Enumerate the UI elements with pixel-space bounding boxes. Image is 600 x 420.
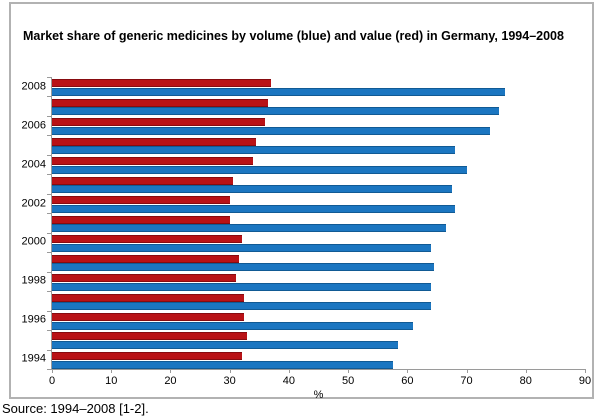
y-axis-category-tick xyxy=(47,77,52,78)
x-axis-tick-label-20: 20 xyxy=(164,375,177,387)
bar-row-2002: 2002 xyxy=(22,194,585,213)
y-axis-category-tick xyxy=(47,330,52,332)
x-axis-tick-90 xyxy=(585,369,586,373)
y-axis-category-tick xyxy=(47,193,52,195)
value-bar-red-2001 xyxy=(52,215,230,224)
x-axis-tick-30 xyxy=(229,369,231,373)
bar-rows-container: 2008 2006 2004 2002 2000 1998 1996 1994 xyxy=(22,77,585,369)
year-axis-label-2002: 2002 xyxy=(21,197,46,210)
volume-bar-blue-2007 xyxy=(52,107,500,116)
bar-row-2006: 2006 xyxy=(22,116,585,135)
y-axis-category-tick xyxy=(47,369,52,370)
x-axis-tick-60 xyxy=(407,369,409,373)
bar-row-2001 xyxy=(52,213,585,233)
year-axis-label-1998: 1998 xyxy=(21,274,46,287)
value-bar-red-1994 xyxy=(52,351,242,360)
y-axis-category-tick xyxy=(47,213,52,215)
y-axis-category-tick xyxy=(47,96,52,98)
bar-row-1998: 1998 xyxy=(22,272,585,291)
value-bar-red-1995 xyxy=(52,332,248,341)
volume-bar-blue-1997 xyxy=(52,302,432,311)
value-bar-red-2000 xyxy=(52,235,242,244)
y-axis-category-tick xyxy=(47,349,52,351)
year-axis-label-1994: 1994 xyxy=(21,352,46,365)
bar-row-2004: 2004 xyxy=(22,155,585,174)
bar-row-2008: 2008 xyxy=(22,77,585,96)
value-bar-red-2006 xyxy=(52,118,266,127)
x-axis-tick-label-40: 40 xyxy=(282,375,295,387)
volume-bar-blue-1994 xyxy=(52,360,393,369)
x-axis-tick-label-10: 10 xyxy=(105,375,118,387)
x-axis-tick-70 xyxy=(466,369,468,373)
x-axis-tick-label-30: 30 xyxy=(223,375,236,387)
volume-bar-blue-2008 xyxy=(52,88,506,96)
bar-row-1996: 1996 xyxy=(22,311,585,330)
volume-bar-blue-2003 xyxy=(52,185,452,194)
bar-row-1999 xyxy=(52,252,585,272)
volume-bar-blue-2001 xyxy=(52,224,446,233)
x-axis-tick-40 xyxy=(288,369,290,373)
volume-bar-blue-2000 xyxy=(52,243,432,252)
value-bar-red-2008 xyxy=(52,79,272,88)
x-axis-tick-label-60: 60 xyxy=(401,375,414,387)
value-bar-red-1996 xyxy=(52,313,245,322)
volume-bar-blue-1996 xyxy=(52,321,414,330)
year-axis-label-2004: 2004 xyxy=(21,158,46,171)
y-axis-category-tick xyxy=(47,291,52,293)
value-bar-red-2004 xyxy=(52,157,254,166)
value-bar-red-1997 xyxy=(52,293,245,302)
bar-row-2005 xyxy=(52,135,585,155)
y-axis-category-tick xyxy=(47,135,52,137)
volume-bar-blue-2004 xyxy=(52,165,467,174)
y-axis-category-tick xyxy=(47,252,52,254)
x-axis-unit-label: % xyxy=(313,389,324,401)
x-axis-tick-10 xyxy=(111,369,113,373)
value-bar-red-2003 xyxy=(52,176,233,185)
y-axis-category-tick xyxy=(47,115,52,117)
bar-row-1994: 1994 xyxy=(22,350,585,369)
volume-bar-blue-1999 xyxy=(52,263,434,272)
x-axis-tick-0 xyxy=(52,369,53,373)
value-bar-red-1999 xyxy=(52,254,239,263)
value-bar-red-2007 xyxy=(52,98,269,107)
bar-row-2003 xyxy=(52,174,585,194)
source-note: Source: 1994–2008 [1-2]. xyxy=(2,401,149,416)
y-axis-category-tick xyxy=(47,310,52,312)
volume-bar-blue-1995 xyxy=(52,341,399,350)
volume-bar-blue-2006 xyxy=(52,126,491,135)
value-bar-red-2005 xyxy=(52,137,257,146)
x-axis-tick-label-90: 90 xyxy=(578,375,592,387)
bar-row-1995 xyxy=(52,330,585,350)
volume-bar-blue-2002 xyxy=(52,204,455,213)
x-axis-tick-80 xyxy=(525,369,527,373)
year-axis-label-2008: 2008 xyxy=(21,80,46,93)
volume-bar-blue-1998 xyxy=(52,282,432,291)
y-axis-category-tick xyxy=(47,271,52,273)
x-axis-tick-label-70: 70 xyxy=(460,375,473,387)
y-axis-category-tick xyxy=(47,232,52,234)
plot-area: 2008 2006 2004 2002 2000 1998 1996 1994 % 0 10 20… xyxy=(22,77,591,401)
value-bar-red-2002 xyxy=(52,196,230,205)
x-axis-tick-50 xyxy=(348,369,350,373)
chart-title: Market share of generic medicines by vol… xyxy=(23,29,564,43)
x-axis-tick-label-50: 50 xyxy=(341,375,355,387)
y-axis-category-tick xyxy=(47,174,52,176)
x-axis-tick-label-0: 0 xyxy=(48,375,56,387)
year-axis-label-1996: 1996 xyxy=(21,313,46,326)
year-axis-label-2000: 2000 xyxy=(21,235,46,248)
value-bar-red-1998 xyxy=(52,274,236,283)
year-axis-label-2006: 2006 xyxy=(21,119,46,132)
bar-row-2000: 2000 xyxy=(22,233,585,252)
x-axis-tick-label-80: 80 xyxy=(519,375,532,387)
bar-row-1997 xyxy=(52,291,585,311)
bar-row-2007 xyxy=(52,96,585,116)
y-axis-category-tick xyxy=(47,154,52,156)
chart-frame: Market share of generic medicines by vol… xyxy=(9,2,594,401)
x-axis-tick-20 xyxy=(170,369,172,373)
volume-bar-blue-2005 xyxy=(52,146,455,155)
